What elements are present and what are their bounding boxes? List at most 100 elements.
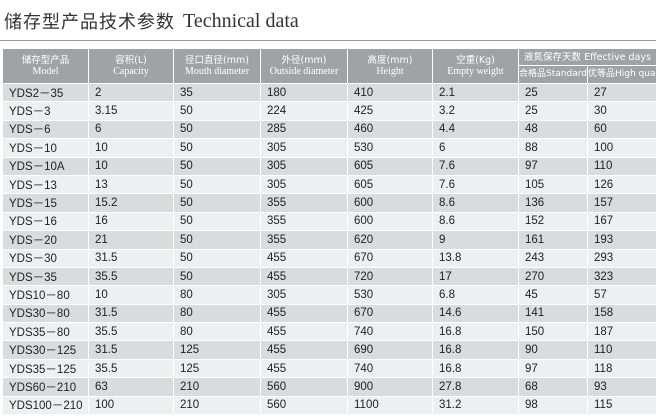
header-high-quality: 优等品High quality: [586, 65, 656, 84]
empty-weight-cell: 31.2: [432, 395, 519, 416]
table-row: YDS－6 6 50 285 460 4.4 48 60: [2, 119, 656, 140]
high-quality-days-cell: 158: [586, 303, 656, 324]
outside-diameter-cell: 180: [260, 82, 348, 103]
standard-days-cell: 25: [518, 82, 588, 103]
table-row: YDS－3 3.15 50 224 425 3.2 25 30: [2, 101, 656, 121]
standard-days-cell: 68: [518, 377, 588, 397]
standard-days-cell: 48: [518, 119, 588, 140]
table-row: YDS60－210 63 210 560 900 27.8 68 93: [2, 377, 656, 397]
mouth-diameter-cell: 80: [173, 303, 261, 324]
model-cell: YDS－15: [2, 193, 89, 213]
capacity-cell: 10: [88, 156, 174, 176]
table-row: YDS10－80 10 80 305 530 6.8 45 57: [2, 285, 656, 305]
empty-weight-cell: 13.8: [432, 248, 519, 268]
model-cell: YDS－35: [2, 266, 89, 287]
model-cell: YDS30－125: [2, 340, 89, 360]
capacity-cell: 16: [88, 211, 174, 232]
empty-weight-cell: 7.6: [432, 156, 519, 176]
high-quality-days-cell: 126: [586, 174, 656, 195]
outside-diameter-cell: 305: [260, 174, 348, 195]
empty-weight-cell: 16.8: [432, 340, 519, 360]
header-effective-days: 液氮保存天数 Effective days: [517, 48, 656, 66]
table-row: YDS－13 13 50 305 605 7.6 105 126: [2, 174, 656, 195]
model-cell: YDS100－210: [2, 395, 89, 416]
outside-diameter-cell: 355: [260, 230, 348, 250]
table-row: YDS－35 35.5 50 455 720 17 270 323: [2, 266, 656, 287]
height-cell: 740: [347, 322, 433, 342]
standard-days-cell: 25: [518, 101, 588, 121]
table-row: YDS－10A 10 50 305 605 7.6 97 110: [2, 156, 656, 176]
model-cell: YDS－30: [2, 248, 89, 268]
empty-weight-cell: 17: [432, 266, 519, 287]
height-cell: 605: [347, 174, 433, 195]
mouth-diameter-cell: 50: [173, 211, 261, 232]
table-row: YDS30－125 31.5 125 455 690 16.8 90 110: [2, 340, 656, 360]
model-cell: YDS－13: [2, 174, 89, 195]
capacity-cell: 3.15: [88, 101, 174, 121]
capacity-cell: 35.5: [88, 322, 174, 342]
empty-weight-cell: 16.8: [432, 358, 519, 379]
mouth-diameter-cell: 50: [173, 266, 261, 287]
height-cell: 740: [347, 358, 433, 379]
table-row: YDS－16 16 50 355 600 8.6 152 167: [2, 211, 656, 232]
mouth-diameter-cell: 50: [173, 156, 261, 176]
header-outside-diameter: 外径(mm) Outside diameter: [260, 48, 348, 84]
mouth-diameter-cell: 80: [173, 322, 261, 342]
model-cell: YDS－20: [2, 230, 89, 250]
outside-diameter-cell: 305: [260, 138, 348, 158]
model-cell: YDS－6: [2, 119, 89, 140]
height-cell: 605: [347, 156, 433, 176]
capacity-cell: 35.5: [88, 358, 174, 379]
header-mouth-diameter: 径口直径(mm) Mouth diameter: [173, 48, 261, 84]
height-cell: 425: [347, 101, 433, 121]
standard-days-cell: 90: [518, 340, 588, 360]
table-row: YDS2－35 2 35 180 410 2.1 25 27: [2, 82, 656, 103]
high-quality-days-cell: 57: [586, 285, 656, 305]
standard-days-cell: 243: [518, 248, 588, 268]
capacity-cell: 13: [88, 174, 174, 195]
empty-weight-cell: 8.6: [432, 193, 519, 213]
high-quality-days-cell: 30: [586, 101, 656, 121]
outside-diameter-cell: 455: [260, 358, 348, 379]
empty-weight-cell: 7.6: [432, 174, 519, 195]
outside-diameter-cell: 455: [260, 303, 348, 324]
mouth-diameter-cell: 210: [173, 395, 261, 416]
capacity-cell: 6: [88, 119, 174, 140]
standard-days-cell: 161: [518, 230, 588, 250]
model-cell: YDS30－80: [2, 303, 89, 324]
table-row: YDS35－125 35.5 125 455 740 16.8 97 118: [2, 358, 656, 379]
height-cell: 600: [347, 193, 433, 213]
empty-weight-cell: 6: [432, 138, 519, 158]
standard-days-cell: 45: [518, 285, 588, 305]
capacity-cell: 63: [88, 377, 174, 397]
standard-days-cell: 270: [518, 266, 588, 287]
outside-diameter-cell: 455: [260, 248, 348, 268]
outside-diameter-cell: 455: [260, 266, 348, 287]
empty-weight-cell: 27.8: [432, 377, 519, 397]
table-body: YDS2－35 2 35 180 410 2.1 25 27 YDS－3 3.15 50 224 425…: [2, 82, 656, 416]
height-cell: 720: [347, 266, 433, 287]
capacity-cell: 100: [88, 395, 174, 416]
table-row: YDS－30 31.5 50 455 670 13.8 243 293: [2, 248, 656, 268]
standard-days-cell: 98: [518, 395, 588, 416]
empty-weight-cell: 8.6: [432, 211, 519, 232]
table-row: YDS－10 10 50 305 530 6 88 100: [2, 138, 656, 158]
outside-diameter-cell: 305: [260, 285, 348, 305]
model-cell: YDS－10: [2, 138, 89, 158]
model-cell: YDS35－80: [2, 322, 89, 342]
mouth-diameter-cell: 50: [173, 230, 261, 250]
capacity-cell: 10: [88, 138, 174, 158]
title-chinese: 储存型产品技术参数: [4, 12, 175, 33]
high-quality-days-cell: 193: [586, 230, 656, 250]
height-cell: 620: [347, 230, 433, 250]
empty-weight-cell: 3.2: [432, 101, 519, 121]
table-row: YDS－15 15.2 50 355 600 8.6 136 157: [2, 193, 656, 213]
mouth-diameter-cell: 80: [173, 285, 261, 305]
outside-diameter-cell: 224: [260, 101, 348, 121]
high-quality-days-cell: 167: [586, 211, 656, 232]
high-quality-days-cell: 110: [586, 156, 656, 176]
standard-days-cell: 136: [518, 193, 588, 213]
height-cell: 670: [347, 248, 433, 268]
height-cell: 670: [347, 303, 433, 324]
mouth-diameter-cell: 50: [173, 138, 261, 158]
